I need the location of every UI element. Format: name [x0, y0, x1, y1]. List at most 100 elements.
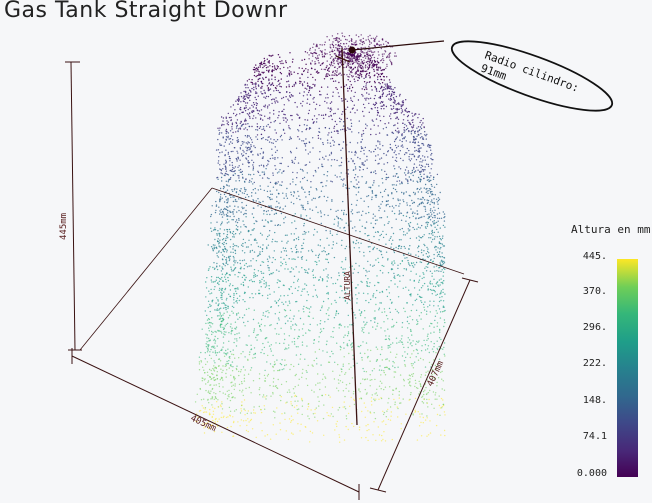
- point: [359, 391, 361, 393]
- point: [398, 130, 400, 132]
- point: [222, 328, 225, 331]
- point: [352, 241, 354, 243]
- point: [439, 191, 441, 194]
- point: [434, 245, 436, 248]
- point: [338, 327, 340, 329]
- point: [233, 170, 235, 173]
- point: [414, 411, 416, 413]
- point: [334, 37, 337, 40]
- point: [288, 95, 291, 97]
- point: [365, 323, 367, 325]
- point: [431, 190, 433, 193]
- point: [293, 83, 295, 86]
- point: [265, 64, 267, 67]
- point: [204, 372, 206, 374]
- point: [329, 415, 331, 417]
- point: [224, 278, 227, 281]
- point: [266, 69, 268, 72]
- point: [396, 353, 398, 355]
- point: [341, 381, 344, 383]
- point: [372, 296, 374, 298]
- point: [374, 86, 376, 88]
- point: [414, 142, 416, 144]
- point: [233, 264, 235, 266]
- point: [403, 385, 405, 387]
- point: [389, 406, 392, 408]
- point: [281, 263, 284, 265]
- point: [276, 182, 278, 185]
- point: [374, 310, 376, 312]
- point: [244, 196, 247, 199]
- point: [409, 384, 411, 386]
- point: [296, 197, 298, 200]
- point: [424, 374, 427, 376]
- point: [305, 68, 307, 70]
- point: [292, 195, 295, 197]
- point: [390, 243, 393, 245]
- point: [289, 91, 291, 94]
- point: [223, 291, 225, 293]
- point: [318, 196, 320, 199]
- point: [274, 78, 276, 81]
- point: [250, 81, 252, 84]
- point: [274, 157, 276, 159]
- point: [261, 278, 263, 281]
- point: [263, 166, 265, 168]
- point: [364, 160, 366, 162]
- point: [344, 98, 347, 100]
- point: [441, 261, 444, 263]
- point: [396, 109, 398, 111]
- point: [290, 194, 293, 196]
- point: [240, 353, 242, 355]
- point: [382, 89, 384, 91]
- point: [254, 293, 257, 295]
- point: [370, 50, 372, 52]
- point: [409, 375, 411, 377]
- point: [264, 219, 267, 221]
- point: [431, 152, 433, 155]
- point: [206, 277, 208, 279]
- point: [235, 290, 237, 292]
- point: [370, 128, 372, 130]
- point: [419, 416, 421, 418]
- point: [345, 187, 347, 189]
- point: [239, 189, 241, 192]
- point: [442, 211, 444, 213]
- point: [248, 421, 250, 423]
- point: [436, 213, 439, 215]
- point: [425, 163, 428, 165]
- point: [245, 146, 247, 148]
- point: [443, 353, 445, 355]
- point: [394, 308, 397, 311]
- point: [250, 265, 252, 267]
- point: [424, 267, 426, 269]
- point: [403, 254, 405, 257]
- point: [272, 257, 274, 259]
- point: [256, 138, 259, 140]
- point: [221, 412, 223, 414]
- point: [327, 159, 329, 161]
- point: [245, 158, 248, 160]
- point: [316, 118, 318, 120]
- point: [296, 408, 298, 411]
- point: [282, 247, 285, 249]
- point: [255, 91, 257, 93]
- point: [424, 244, 426, 247]
- point: [349, 290, 351, 292]
- point: [399, 263, 402, 265]
- point: [232, 196, 234, 198]
- point: [267, 66, 269, 68]
- point: [418, 340, 420, 342]
- point: [246, 344, 248, 346]
- point: [443, 429, 446, 432]
- point: [252, 154, 254, 156]
- point: [386, 76, 388, 78]
- point: [312, 277, 315, 279]
- point: [266, 177, 269, 179]
- point: [321, 305, 323, 307]
- point: [395, 388, 397, 390]
- point: [277, 117, 279, 119]
- point: [288, 418, 291, 420]
- point: [264, 62, 266, 65]
- point: [308, 193, 310, 196]
